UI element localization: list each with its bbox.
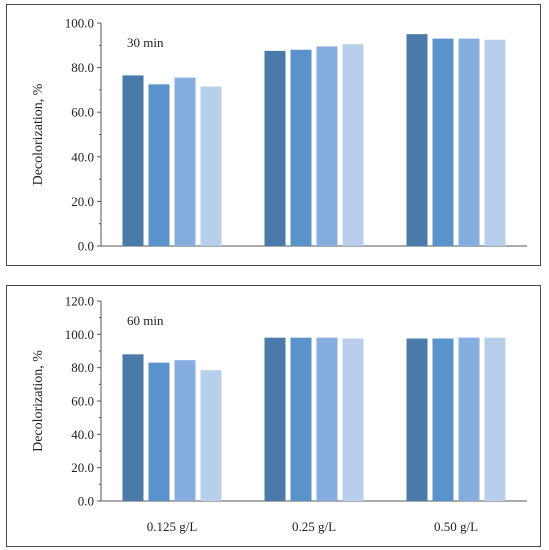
y-tick-label: 0.0: [78, 494, 94, 509]
bar: [148, 362, 170, 501]
chart-panel-60min: 0.0 20.0 40.0 60.0 80.0 100.0 120.0 Decolorizat…: [6, 285, 541, 547]
bar: [484, 39, 506, 246]
y-tick-label: 20.0: [71, 460, 94, 475]
bar: [432, 338, 454, 501]
y-tick-label: 40.0: [71, 149, 94, 164]
bar: [200, 86, 222, 247]
bar: [290, 49, 312, 247]
bar: [458, 38, 480, 246]
bar: [406, 34, 428, 247]
bar: [290, 337, 312, 501]
bar: [174, 360, 196, 501]
bar: [484, 337, 506, 501]
y-tick-label: 20.0: [71, 194, 94, 209]
y-tick-label: 40.0: [71, 427, 94, 442]
bar: [432, 38, 454, 246]
chart-panel-30min: 0.0 20.0 40.0 60.0 80.0 100.0 Decolorization, …: [6, 4, 541, 266]
y-tick-label: 120.0: [65, 294, 94, 309]
bar: [122, 354, 144, 501]
y-tick-label: 60.0: [71, 105, 94, 120]
bar: [264, 50, 286, 246]
bar: [342, 44, 364, 247]
x-category-label: 0.25 g/L: [292, 519, 336, 534]
x-category-label: 0.125 g/L: [147, 519, 198, 534]
y-tick-label: 0.0: [78, 239, 94, 254]
y-tick-label: 60.0: [71, 394, 94, 409]
panel-label: 60 min: [127, 313, 164, 328]
bar: [342, 338, 364, 501]
bar: [458, 337, 480, 501]
chart-30min: 0.0 20.0 40.0 60.0 80.0 100.0 Decolorization, …: [31, 16, 527, 254]
y-axis-title: Decolorization, %: [31, 83, 46, 185]
chart-60min: 0.0 20.0 40.0 60.0 80.0 100.0 120.0 Decolorizat…: [31, 294, 527, 534]
y-tick-label: 100.0: [65, 16, 94, 31]
bar: [200, 370, 222, 501]
x-category-label: 0.50 g/L: [434, 519, 478, 534]
bar: [148, 84, 170, 246]
bar: [316, 337, 338, 501]
y-tick-label: 80.0: [71, 360, 94, 375]
y-axis-title: Decolorization, %: [31, 350, 46, 452]
bar: [174, 77, 196, 246]
y-tick-label: 80.0: [71, 60, 94, 75]
bar: [122, 75, 144, 246]
bar: [264, 337, 286, 501]
y-tick-label: 100.0: [65, 327, 94, 342]
panel-label: 30 min: [127, 35, 164, 50]
bar: [316, 46, 338, 246]
bar: [406, 338, 428, 501]
